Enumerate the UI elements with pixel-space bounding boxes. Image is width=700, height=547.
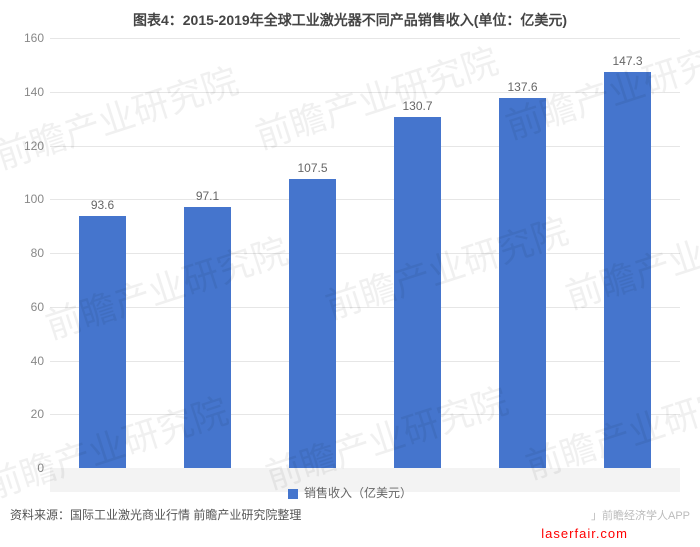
bar-value-label: 107.5 bbox=[289, 161, 336, 175]
bar: 97.1 bbox=[184, 207, 231, 468]
legend-swatch bbox=[288, 489, 298, 499]
bar-value-label: 93.6 bbox=[79, 198, 126, 212]
gridline bbox=[50, 414, 680, 415]
gridline bbox=[50, 361, 680, 362]
bar-value-label: 97.1 bbox=[184, 189, 231, 203]
y-tick-label: 140 bbox=[4, 85, 44, 99]
gridline bbox=[50, 253, 680, 254]
bar-value-label: 137.6 bbox=[499, 80, 546, 94]
bar: 137.6 bbox=[499, 98, 546, 468]
bar-value-label: 147.3 bbox=[604, 54, 651, 68]
bar: 147.3 bbox=[604, 72, 651, 468]
y-tick-label: 160 bbox=[4, 31, 44, 45]
gridline bbox=[50, 199, 680, 200]
bar: 107.5 bbox=[289, 179, 336, 468]
y-tick-label: 60 bbox=[4, 300, 44, 314]
gridline bbox=[50, 38, 680, 39]
legend: 销售收入（亿美元） bbox=[0, 484, 700, 501]
gridline bbox=[50, 92, 680, 93]
bar-value-label: 130.7 bbox=[394, 99, 441, 113]
chart-area: 0204060801001201401602014201520162017201… bbox=[50, 38, 680, 468]
y-tick-label: 40 bbox=[4, 354, 44, 368]
legend-label: 销售收入（亿美元） bbox=[304, 486, 412, 500]
gridline bbox=[50, 146, 680, 147]
y-tick-label: 80 bbox=[4, 246, 44, 260]
chart-title: 图表4：2015-2019年全球工业激光器不同产品销售收入(单位：亿美元) bbox=[0, 0, 700, 36]
gridline bbox=[50, 307, 680, 308]
source-note: 资料来源：国际工业激光商业行情 前瞻产业研究院整理 bbox=[10, 506, 301, 523]
plot-area: 0204060801001201401602014201520162017201… bbox=[50, 38, 680, 468]
bar: 93.6 bbox=[79, 216, 126, 468]
watermark-app: 」前瞻经济学人APP bbox=[591, 507, 690, 523]
y-tick-label: 0 bbox=[4, 461, 44, 475]
y-tick-label: 100 bbox=[4, 192, 44, 206]
y-tick-label: 120 bbox=[4, 139, 44, 153]
watermark-link: laserfair.com bbox=[541, 526, 628, 541]
bar: 130.7 bbox=[394, 117, 441, 468]
y-tick-label: 20 bbox=[4, 407, 44, 421]
